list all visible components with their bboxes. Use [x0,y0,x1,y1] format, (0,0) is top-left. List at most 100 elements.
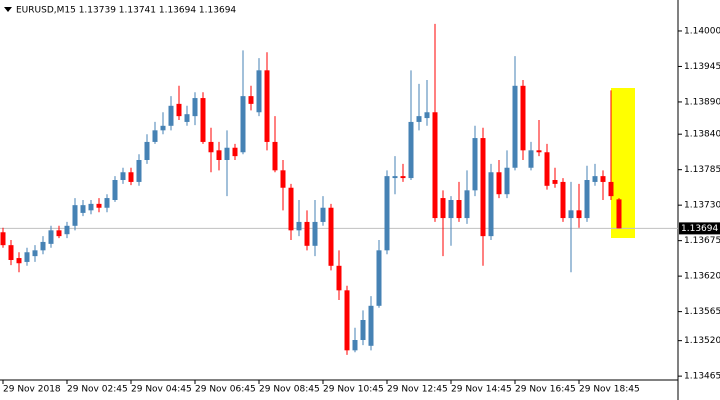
candle-body [544,152,550,186]
x-tick-label: 29 Nov 10:45 [323,385,384,395]
candle-body [64,225,70,235]
candle-body [552,180,558,184]
candle-body [432,112,438,219]
candle-body [240,96,246,153]
candle-body [608,181,614,197]
candle-body [344,290,350,351]
candle-body [536,150,542,153]
candle-body [504,167,510,195]
candle-body [616,199,622,229]
candle-body [112,180,118,200]
candle-body [368,305,374,346]
y-tick-label: 1.14000 [684,26,720,36]
candle-body [160,125,166,131]
candle-body [144,141,150,160]
candle-body [600,176,606,182]
candle-body [320,207,326,222]
y-tick-label: 1.13675 [684,236,720,246]
candle-body [280,170,286,188]
candle-body [456,200,462,219]
y-tick-label: 1.13840 [684,130,720,140]
candle-body [576,210,582,219]
y-tick-label: 1.13890 [684,97,720,107]
candle-body [400,176,406,179]
x-tick-label: 29 Nov 08:45 [259,385,320,395]
candle-body [296,221,302,231]
candle-body [200,98,206,142]
candle-body [416,116,422,122]
candle-body [176,103,182,117]
candle-body [352,340,358,351]
candle-body [560,181,566,219]
highlight-box [611,88,635,238]
candle-body [512,85,518,168]
last-price-label: 1.13694 [681,224,718,234]
y-tick-label: 1.13785 [684,165,720,175]
y-tick-label: 1.13945 [684,62,720,72]
candle-body [24,252,30,262]
candle-body [256,70,262,113]
candle-body [0,232,6,246]
candle-body [376,250,382,306]
y-tick-label: 1.13730 [684,201,720,211]
candle-body [232,147,238,157]
candle-body [464,190,470,219]
candle-body [104,198,110,208]
candle-body [72,205,78,226]
candle-body [288,187,294,231]
y-tick-label: 1.13520 [684,336,720,346]
candle-body [304,221,310,246]
candle-body [224,147,230,160]
candle-body [152,130,158,142]
candle-body [592,176,598,182]
candle-body [392,176,398,179]
candle-body [248,96,254,104]
candle-body [408,121,414,179]
candle-body [264,70,270,142]
candle-body [584,180,590,219]
candle-body [336,265,342,291]
candle-body [448,200,454,219]
candle-body [216,150,222,160]
candle-body [488,172,494,237]
candle-body [208,141,214,153]
candle-body [88,203,94,211]
candle-body [472,138,478,191]
candle-body [40,241,46,251]
candle-body [328,207,334,266]
x-tick-label: 29 Nov 06:45 [195,385,256,395]
x-tick-label: 29 Nov 02:45 [67,385,128,395]
candle-body [96,203,102,208]
candle-body [80,205,86,213]
x-tick-label: 29 Nov 14:45 [451,385,512,395]
chart-title: EURUSD,M15 1.13739 1.13741 1.13694 1.136… [16,6,236,16]
candle-body [16,258,22,264]
candle-body [168,105,174,126]
menu-triangle[interactable] [4,7,12,12]
candle-body [496,172,502,195]
candle-body [480,138,486,237]
candle-body [272,141,278,171]
candle-body [192,98,198,117]
candle-body [32,250,38,257]
candle-body [360,320,366,340]
last-price-box [679,222,720,235]
candle-body [120,172,126,180]
candle-body [48,230,54,244]
x-tick-label: 29 Nov 16:45 [515,385,576,395]
candle-body [312,221,318,246]
candle-body [520,85,526,151]
y-tick-label: 1.13565 [684,307,720,317]
y-tick-label: 1.13465 [684,372,720,382]
x-tick-label: 29 Nov 04:45 [131,385,192,395]
candle-body [568,210,574,219]
candle-body [184,114,190,122]
candle-body [136,160,142,182]
candle-body [8,245,14,260]
candle-body [440,198,446,219]
candle-body [424,112,430,119]
x-tick-label: 29 Nov 12:45 [387,385,448,395]
